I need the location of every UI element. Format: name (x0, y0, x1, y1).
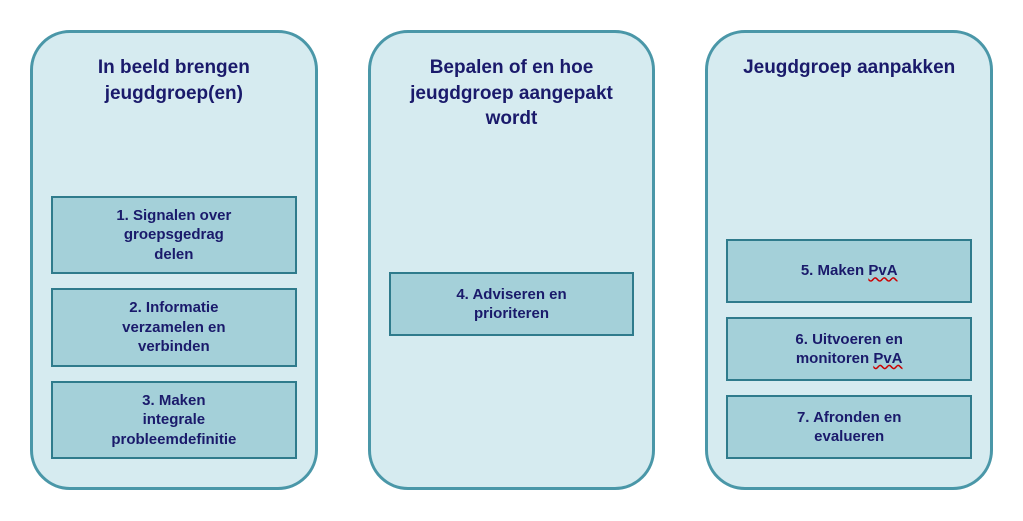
step-2: 2. Informatieverzamelen enverbinden (51, 288, 297, 367)
col-2: Bepalen of en hoe jeugdgroep aangepakt w… (368, 30, 656, 490)
col-3-steps: 5. Maken PvA 6. Uitvoeren enmonitoren PvA… (726, 99, 972, 459)
col-1: In beeld brengen jeugdgroep(en) 1. Signal… (30, 30, 318, 490)
col-2-steps: 4. Adviseren enprioriteren (389, 150, 635, 459)
col-3: Jeugdgroep aanpakken 5. Maken PvA 6. Uitvo… (705, 30, 993, 490)
step-3: 3. Makenintegraleprobleemdefinitie (51, 381, 297, 460)
step-4: 4. Adviseren enprioriteren (389, 272, 635, 336)
step-7: 7. Afronden enevalueren (726, 395, 972, 459)
step-5: 5. Maken PvA (726, 239, 972, 303)
step-6: 6. Uitvoeren enmonitoren PvA (726, 317, 972, 381)
col-3-title: Jeugdgroep aanpakken (743, 55, 955, 81)
step-1: 1. Signalen overgroepsgedragdelen (51, 196, 297, 275)
col-1-title: In beeld brengen jeugdgroep(en) (51, 55, 297, 106)
col-1-steps: 1. Signalen overgroepsgedragdelen 2. Info… (51, 124, 297, 459)
col-2-title: Bepalen of en hoe jeugdgroep aangepakt w… (389, 55, 635, 132)
